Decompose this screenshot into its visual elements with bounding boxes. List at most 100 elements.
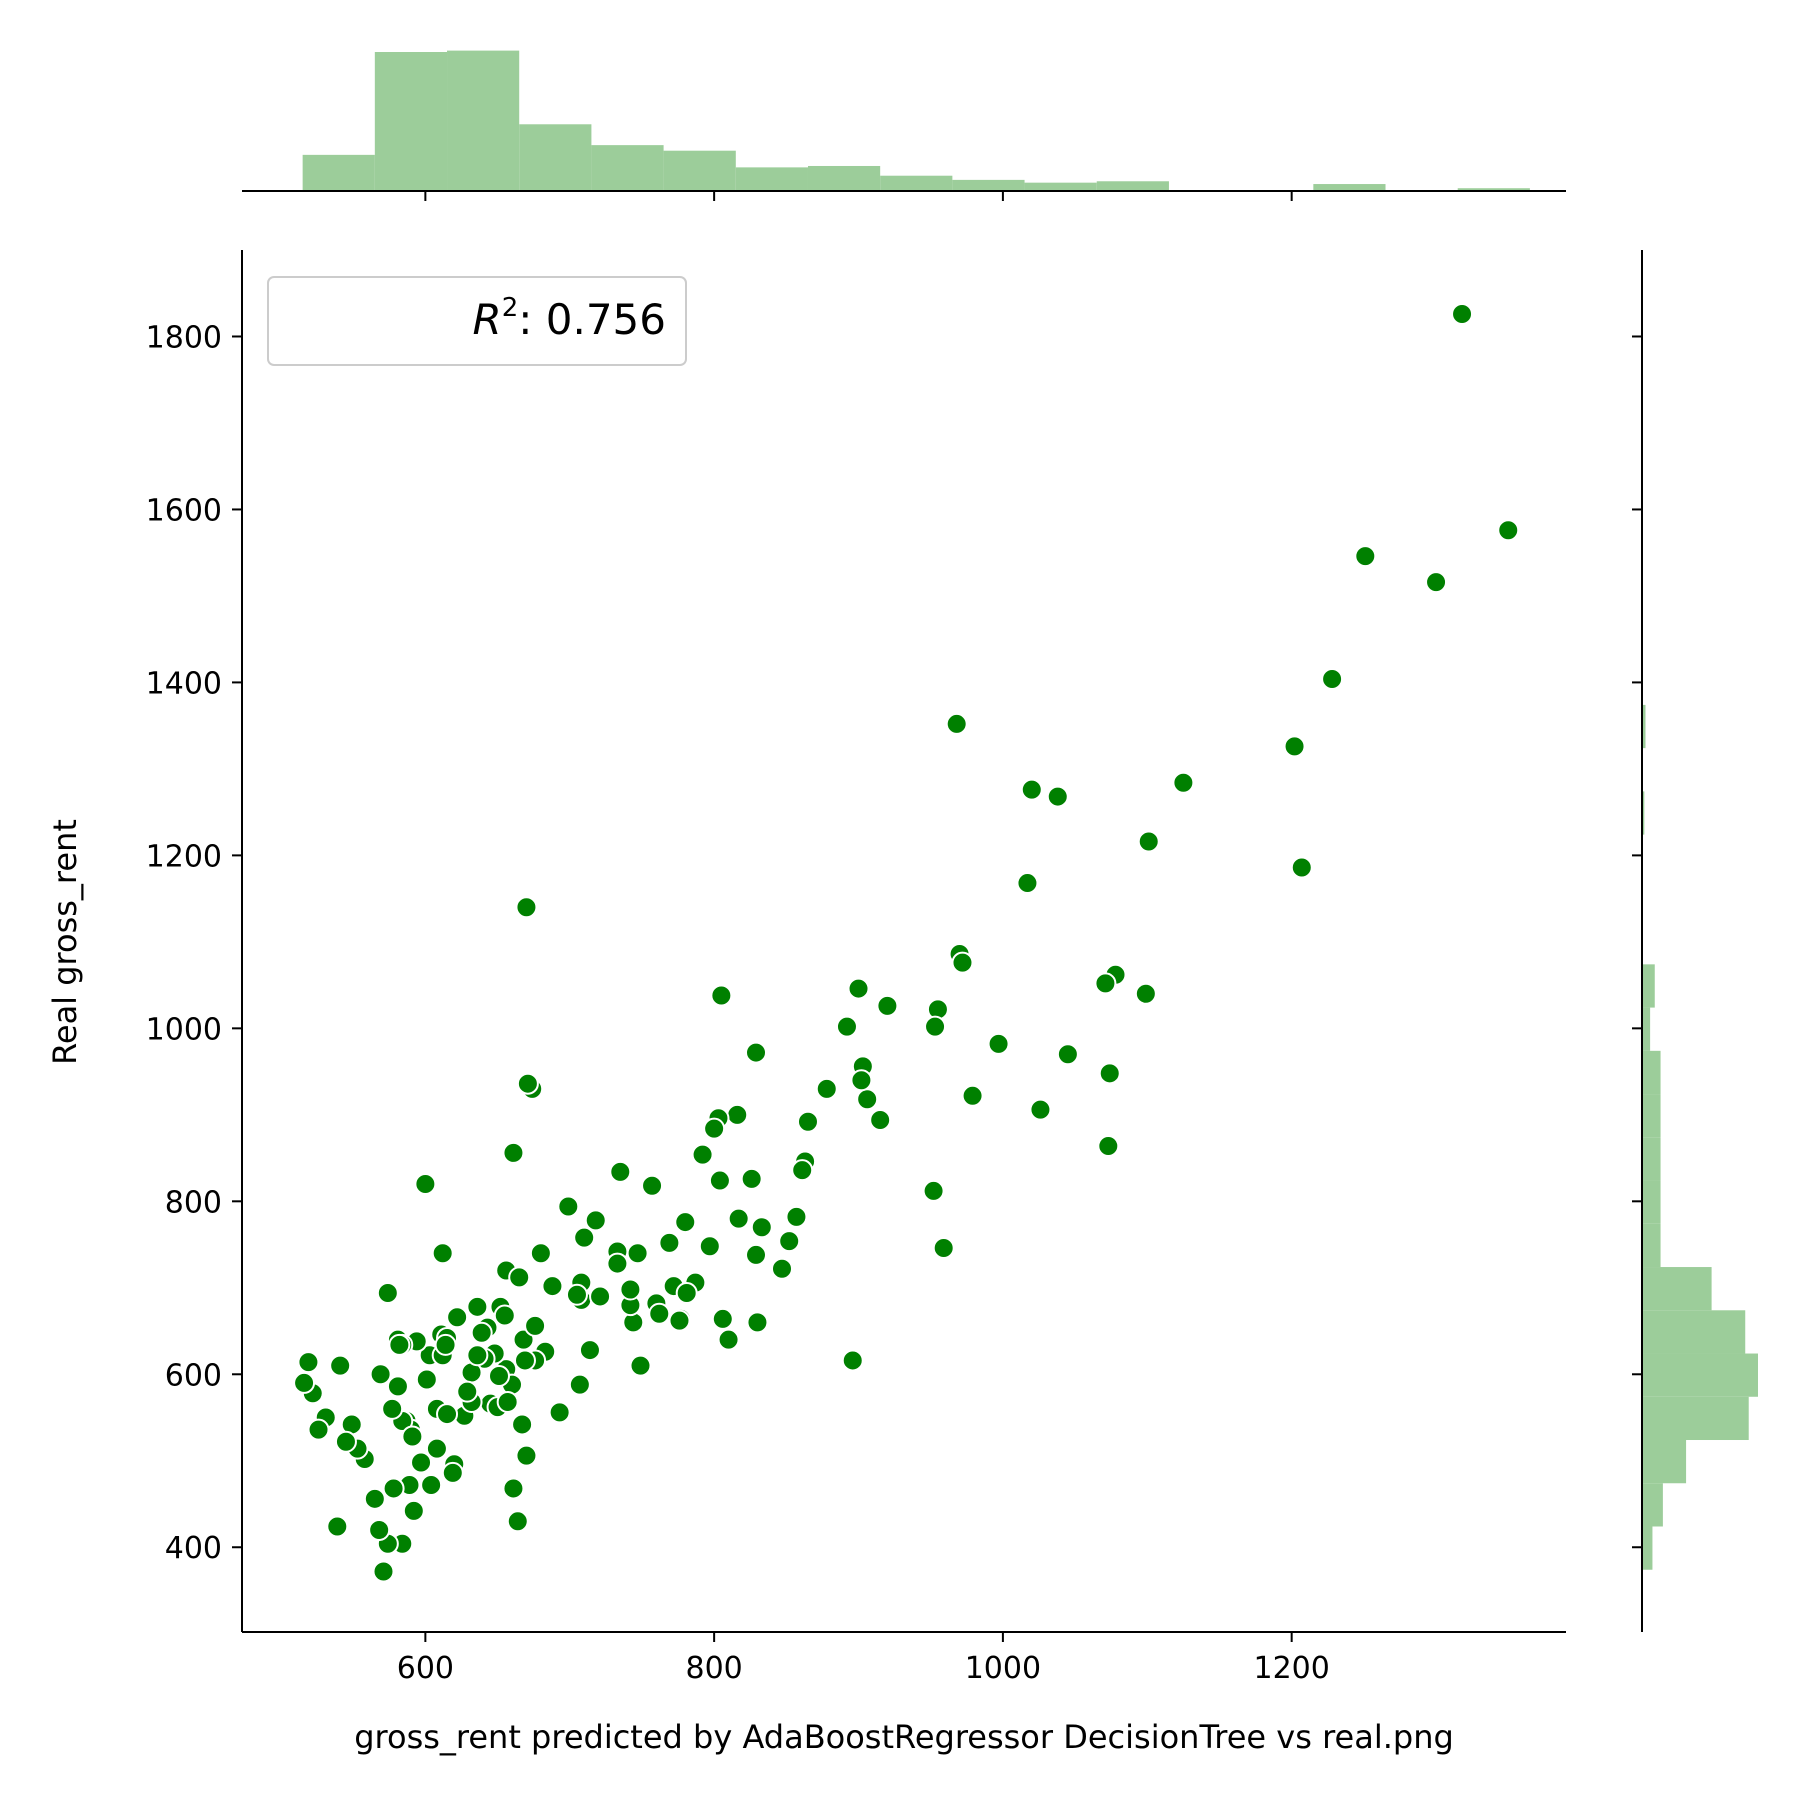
scatter-point bbox=[589, 1285, 612, 1308]
right-hist-bar bbox=[1642, 1050, 1661, 1095]
scatter-point bbox=[745, 1041, 768, 1064]
scatter-point bbox=[502, 1141, 525, 1164]
scatter-point bbox=[619, 1278, 642, 1301]
scatter-point bbox=[924, 1015, 947, 1038]
legend-superscript: 2 bbox=[502, 293, 519, 323]
scatter-point bbox=[513, 1349, 536, 1372]
scatter-point bbox=[386, 1375, 409, 1398]
right-hist-bar bbox=[1642, 1094, 1661, 1138]
scatter-point bbox=[835, 1015, 858, 1038]
y-tick-label: 1000 bbox=[146, 1012, 222, 1047]
right-hist-bar bbox=[1642, 964, 1655, 1008]
marginal-x-histogram bbox=[302, 50, 1530, 191]
scatter-point bbox=[746, 1311, 769, 1334]
right-hist-bar bbox=[1642, 1483, 1663, 1527]
scatter-point bbox=[541, 1275, 564, 1298]
scatter-point bbox=[420, 1473, 443, 1496]
top-hist-bar bbox=[302, 154, 375, 191]
scatter-point bbox=[584, 1209, 607, 1232]
scatter-point bbox=[796, 1110, 819, 1133]
scatter-point bbox=[626, 1242, 649, 1265]
scatter-point bbox=[502, 1477, 525, 1500]
right-hist-bar bbox=[1642, 1137, 1661, 1181]
scatter-point bbox=[334, 1430, 357, 1453]
scatter-point bbox=[568, 1373, 591, 1396]
scatter-point bbox=[516, 1072, 539, 1095]
scatter-point bbox=[710, 984, 733, 1007]
scatter-point bbox=[441, 1461, 464, 1484]
scatter-point bbox=[496, 1390, 519, 1413]
x-axis-label: gross_rent predicted by AdaBoostRegresso… bbox=[354, 1718, 1454, 1756]
x-axis-ticks: 600 800 1000 1200 bbox=[397, 1632, 1330, 1686]
scatter-point bbox=[1321, 667, 1344, 690]
right-hist-bar bbox=[1642, 1180, 1661, 1224]
scatter-point bbox=[565, 1283, 588, 1306]
right-hist-bar bbox=[1642, 1440, 1687, 1484]
legend-label: R2: 0.756 bbox=[473, 293, 666, 344]
top-hist-bar bbox=[663, 150, 736, 191]
scatter-point bbox=[557, 1195, 580, 1218]
scatter-point bbox=[876, 994, 899, 1017]
scatter-point bbox=[785, 1205, 808, 1228]
scatter-point bbox=[1354, 545, 1377, 568]
top-hist-bar bbox=[1096, 181, 1169, 191]
y-tick-label: 1200 bbox=[146, 839, 222, 874]
scatter-point bbox=[675, 1281, 698, 1304]
top-hist-bar bbox=[735, 167, 808, 191]
scatter-point bbox=[470, 1321, 493, 1344]
scatter-point bbox=[425, 1437, 448, 1460]
scatter-point bbox=[466, 1295, 489, 1318]
scatter-point bbox=[578, 1339, 601, 1362]
scatter-point bbox=[524, 1314, 547, 1337]
scatter-point bbox=[456, 1380, 479, 1403]
scatter-point bbox=[922, 1179, 945, 1202]
scatter-point bbox=[1497, 519, 1520, 542]
scatter-point bbox=[847, 977, 870, 1000]
x-tick-label: 1200 bbox=[1253, 1651, 1329, 1686]
scatter-point bbox=[307, 1418, 330, 1441]
scatter-point bbox=[932, 1237, 955, 1260]
right-hist-bar bbox=[1642, 1223, 1661, 1268]
y-tick-label: 800 bbox=[165, 1185, 222, 1220]
legend-box bbox=[267, 276, 687, 366]
scatter-point bbox=[414, 1173, 437, 1196]
scatter-point bbox=[434, 1333, 457, 1356]
scatter-point bbox=[446, 1306, 469, 1329]
scatter-point bbox=[293, 1371, 316, 1394]
scatter-point bbox=[1094, 972, 1117, 995]
legend-r: R bbox=[473, 295, 502, 344]
y-axis-ticks: 400 600 800 1000 1200 1400 1600 1800 bbox=[146, 320, 242, 1566]
scatter-point bbox=[1029, 1098, 1052, 1121]
scatter-point bbox=[363, 1487, 386, 1510]
scatter-point bbox=[951, 951, 974, 974]
scatter-point bbox=[415, 1368, 438, 1391]
right-hist-bar bbox=[1642, 1267, 1712, 1311]
scatter-point bbox=[961, 1084, 984, 1107]
x-tick-label: 1000 bbox=[965, 1651, 1041, 1686]
scatter-point bbox=[658, 1231, 681, 1254]
scatter-point bbox=[381, 1397, 404, 1420]
scatter-point bbox=[1056, 1043, 1079, 1066]
scatter-point bbox=[1046, 785, 1069, 808]
scatter-point bbox=[745, 1243, 768, 1266]
scatter-point bbox=[641, 1174, 664, 1197]
scatter-point bbox=[841, 1349, 864, 1372]
right-hist-bar bbox=[1642, 1353, 1758, 1397]
y-tick-label: 1400 bbox=[146, 666, 222, 701]
scatter-point bbox=[629, 1354, 652, 1377]
right-hist-ticks bbox=[1632, 335, 1642, 1549]
scatter-point bbox=[1134, 982, 1157, 1005]
scatter-point bbox=[493, 1304, 516, 1327]
scatter-point bbox=[548, 1401, 571, 1424]
scatter-point bbox=[711, 1307, 734, 1330]
scatter-point bbox=[987, 1032, 1010, 1055]
scatter-point bbox=[1290, 856, 1313, 879]
top-hist-bar bbox=[952, 179, 1025, 191]
scatter-point bbox=[369, 1363, 392, 1386]
scatter-point bbox=[329, 1354, 352, 1377]
top-hist-bar bbox=[447, 50, 520, 191]
scatter-point bbox=[466, 1344, 489, 1367]
scatter-point bbox=[668, 1309, 691, 1332]
scatter-point bbox=[869, 1109, 892, 1132]
scatter-point bbox=[717, 1328, 740, 1351]
